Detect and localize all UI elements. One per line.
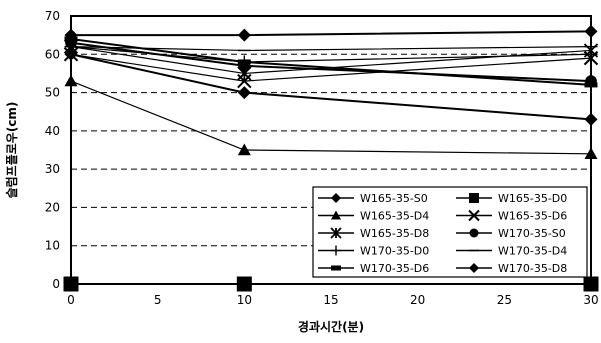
- series-2-point-2: [584, 147, 598, 160]
- legend-marker-5: [469, 228, 479, 238]
- legend-marker-0: [331, 193, 341, 203]
- series-0-point-1: [237, 86, 251, 100]
- legend-item-1: W165-35-D0: [456, 192, 567, 205]
- series-group: [63, 24, 599, 292]
- series-9-point-1: [237, 28, 251, 42]
- x-tick-label-5: 5: [154, 293, 162, 307]
- x-tick-label-15: 15: [323, 293, 338, 307]
- series-9-line: [71, 30, 592, 37]
- legend-label-4: W165-35-D8: [360, 227, 429, 240]
- x-tick-label-0: 0: [67, 293, 75, 307]
- series-1: [63, 276, 599, 292]
- series-1-point-0: [63, 276, 79, 292]
- x-tick-label-30: 30: [583, 293, 598, 307]
- y-tick-label-40: 40: [45, 124, 60, 138]
- y-tick-label-20: 20: [45, 200, 60, 214]
- x-tick-label-20: 20: [410, 293, 425, 307]
- series-6-point-2: [584, 47, 598, 61]
- legend-label-8: W170-35-D6: [360, 262, 429, 275]
- series-8-point-2: [584, 82, 598, 88]
- legend-item-6: W170-35-D0: [318, 245, 429, 258]
- y-tick-label-10: 10: [45, 239, 60, 253]
- legend-item-8: W170-35-D6: [318, 262, 429, 275]
- x-tick-labels: 0 5 10 15 20 25 30: [67, 293, 598, 307]
- legend-item-4: W165-35-D8: [318, 227, 429, 240]
- series-8: [64, 36, 598, 88]
- y-tick-label-0: 0: [52, 277, 60, 291]
- series-9-point-0: [64, 28, 78, 42]
- legend-item-3: W165-35-D6: [456, 210, 567, 223]
- legend-marker-8: [331, 265, 341, 271]
- series-1-point-2: [583, 276, 599, 292]
- series-2-point-1: [237, 143, 251, 156]
- series-9: [64, 24, 598, 42]
- legend-label-2: W165-35-D4: [360, 210, 429, 223]
- series-8-point-1: [237, 59, 251, 65]
- legend-marker-3: [468, 209, 480, 222]
- legend-item-7: W170-35-D4: [456, 245, 567, 258]
- series-2-line: [70, 80, 592, 155]
- legend-label-5: W170-35-S0: [498, 227, 566, 240]
- legend-marker-6: [331, 245, 341, 256]
- series-7: [64, 45, 598, 52]
- series-2-point-0: [64, 74, 78, 87]
- legend: W165-35-S0 W165-35-D0 W165-35-D4 W165-35-D6…: [312, 186, 588, 278]
- series-9-point-2: [584, 24, 598, 38]
- series-2: [64, 74, 598, 160]
- legend-label-3: W165-35-D6: [498, 210, 567, 223]
- series-0-point-2: [584, 112, 598, 126]
- series-1-point-1: [236, 276, 252, 292]
- legend-marker-3-stroke-b: [468, 209, 480, 222]
- y-tick-labels: 0 10 20 30 40 50 60 70: [45, 9, 60, 291]
- legend-item-5: W170-35-S0: [456, 227, 566, 240]
- legend-marker-1: [469, 193, 479, 203]
- x-tick-label-25: 25: [497, 293, 512, 307]
- y-axis-title: 슬럼프플로우(cm): [4, 102, 19, 199]
- legend-item-2: W165-35-D4: [318, 210, 429, 223]
- y-tick-label-50: 50: [45, 86, 60, 100]
- legend-item-9: W170-35-D8: [456, 262, 567, 275]
- legend-label-1: W165-35-D0: [498, 192, 567, 205]
- x-tick-label-10: 10: [237, 293, 252, 307]
- legend-item-0: W165-35-S0: [318, 192, 428, 205]
- legend-box: [312, 186, 588, 278]
- legend-marker-9: [469, 263, 479, 273]
- legend-label-0: W165-35-S0: [360, 192, 428, 205]
- legend-marker-2: [331, 210, 341, 220]
- x-axis-title: 경과시간(분): [298, 319, 364, 334]
- y-tick-label-30: 30: [45, 162, 60, 176]
- series-0-line: [70, 53, 592, 121]
- y-tick-label-60: 60: [45, 47, 60, 61]
- legend-marker-4: [330, 227, 342, 239]
- legend-label-7: W170-35-D4: [498, 245, 567, 258]
- legend-label-9: W170-35-D8: [498, 262, 567, 275]
- y-tick-label-70: 70: [45, 9, 60, 23]
- legend-label-6: W170-35-D0: [360, 245, 429, 258]
